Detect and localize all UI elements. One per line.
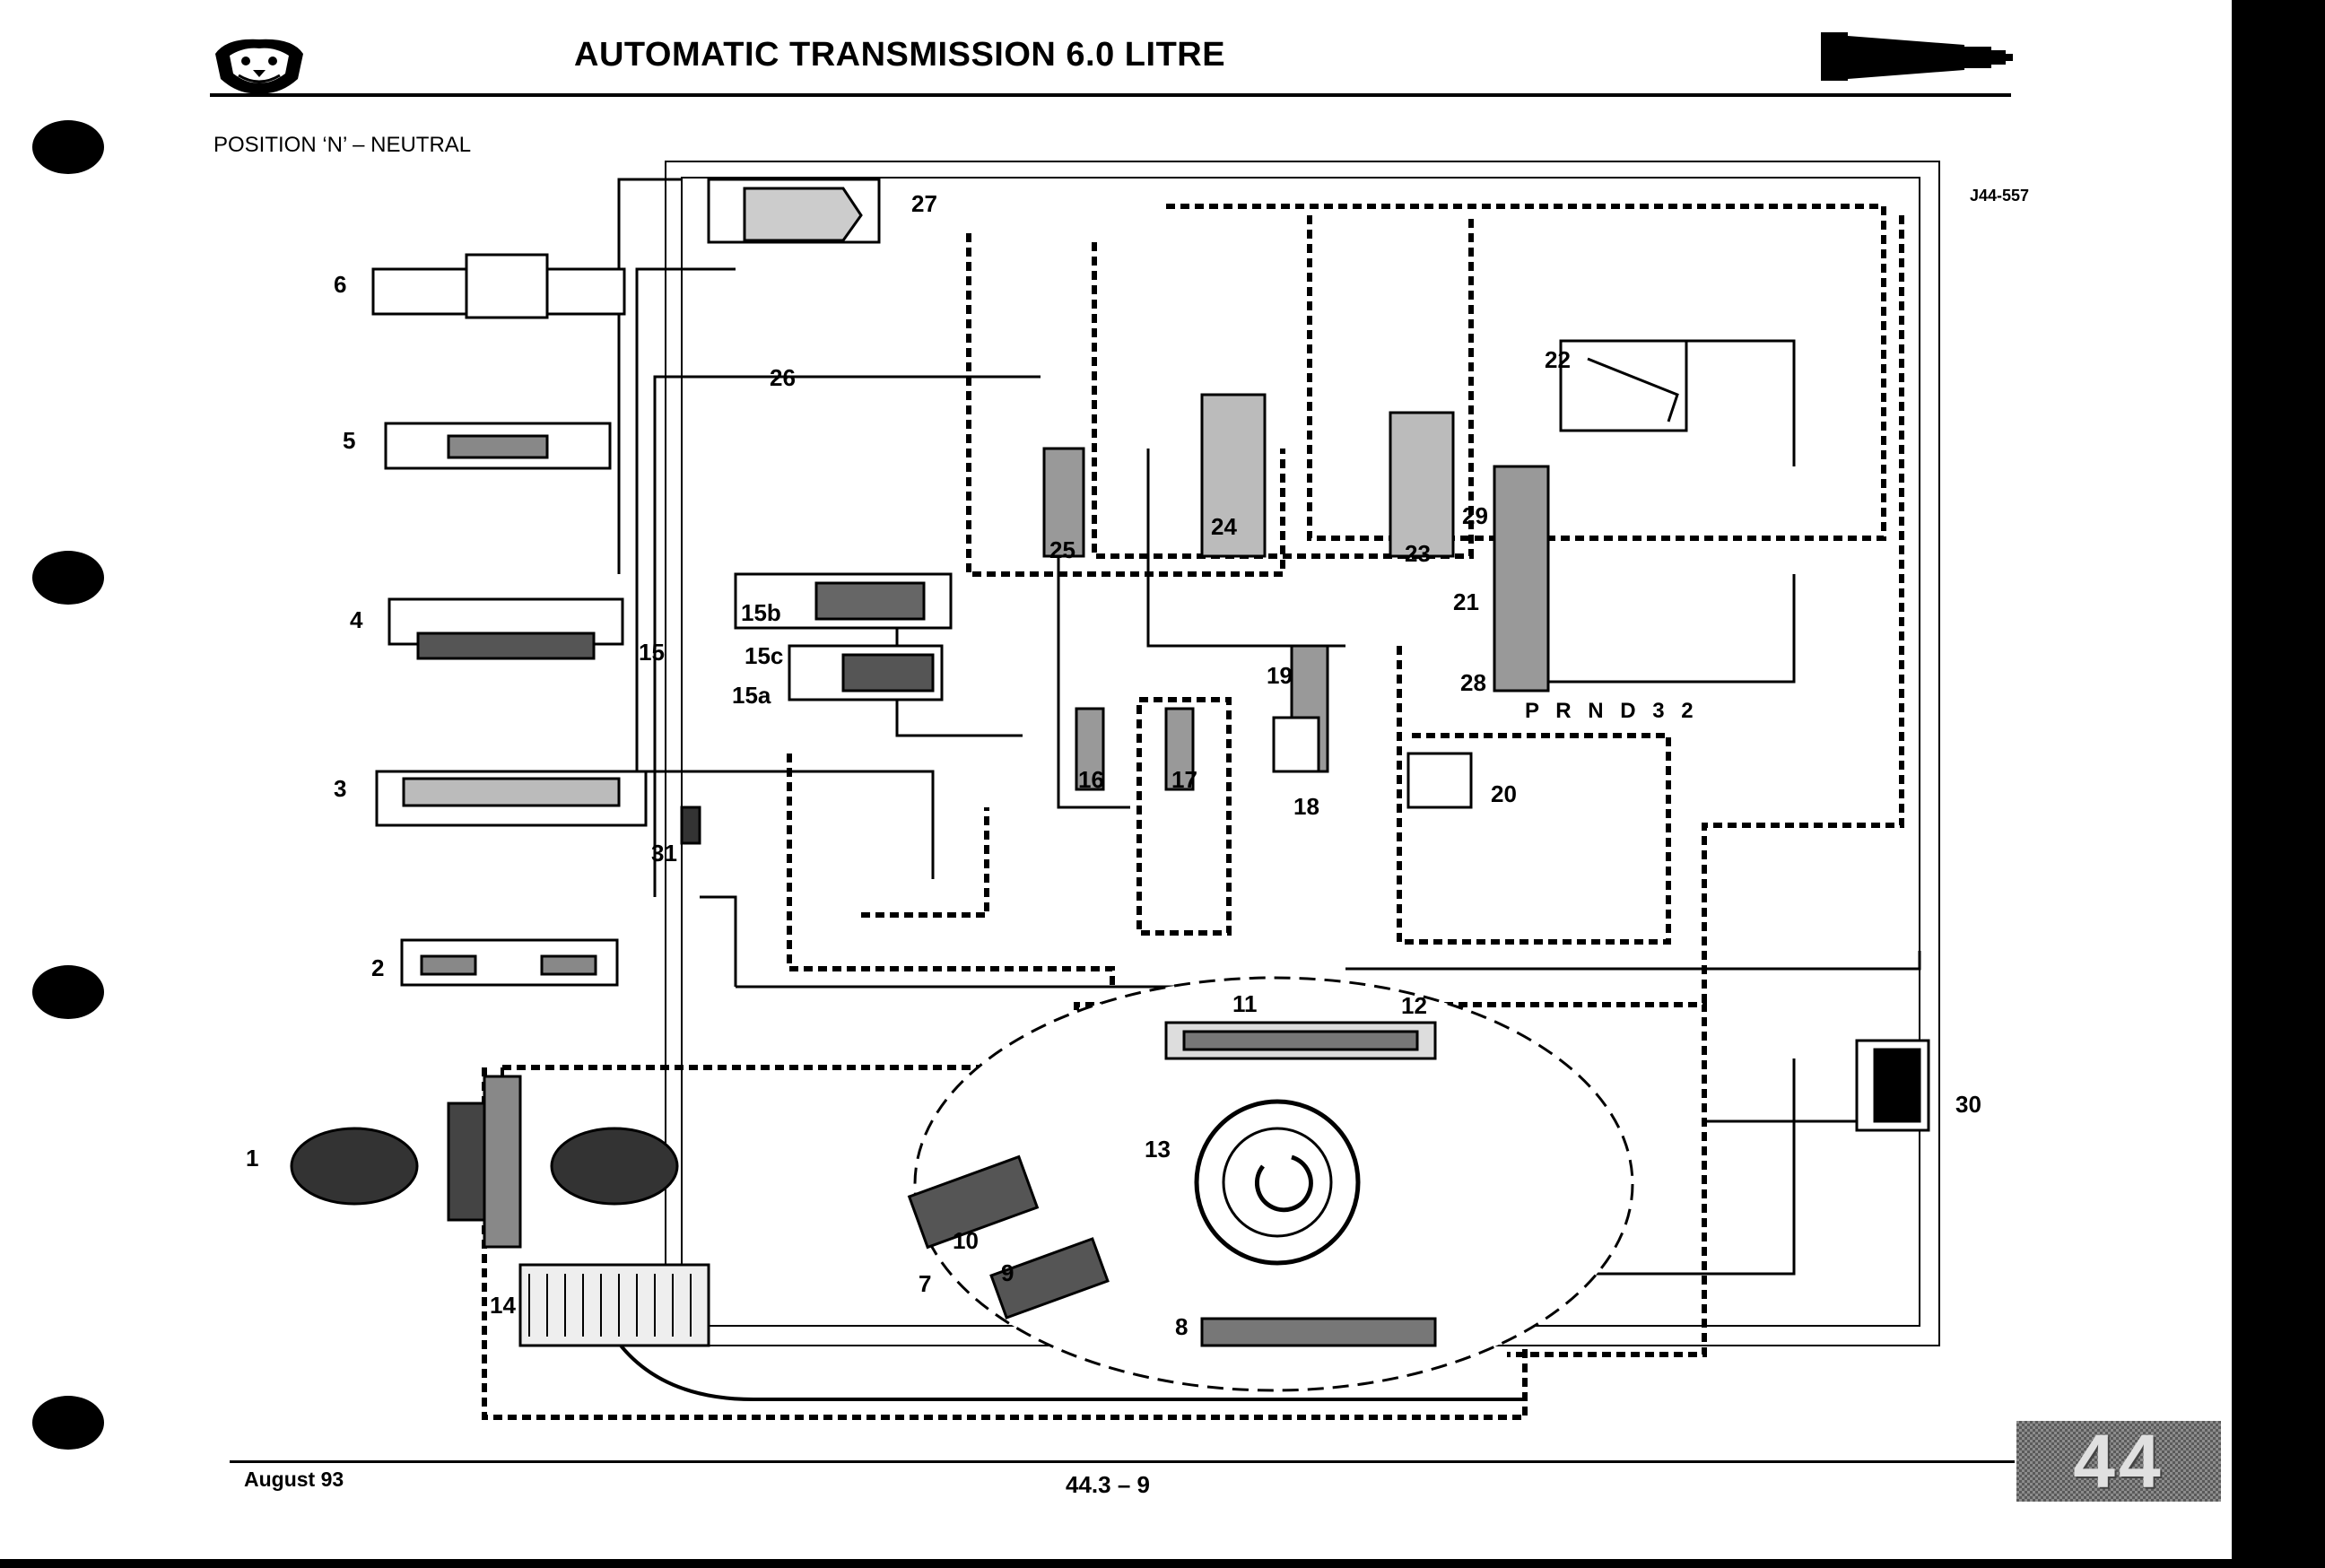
callout-10: 10 (953, 1227, 979, 1254)
binder-hole (32, 551, 104, 605)
callout-3: 3 (334, 775, 346, 802)
callout-15: 15 (639, 639, 665, 666)
callout-18: 18 (1293, 793, 1319, 820)
callout-11: 11 (1232, 990, 1258, 1017)
callout-22: 22 (1545, 346, 1571, 373)
drawing-reference: J44-557 (1970, 187, 2029, 205)
callout-4: 4 (350, 606, 363, 633)
callout-31: 31 (651, 840, 677, 867)
callout-16: 16 (1078, 766, 1104, 793)
callout-23: 23 (1405, 540, 1431, 567)
callout-15a: 15a (732, 682, 771, 709)
callout-27: 27 (911, 190, 937, 217)
gear-position-label: P R N D 3 2 (1525, 699, 1699, 723)
callout-21: 21 (1453, 588, 1479, 615)
footer-date: August 93 (244, 1468, 344, 1491)
callout-14: 14 (490, 1292, 516, 1319)
callout-20: 20 (1491, 780, 1517, 807)
callout-13: 13 (1145, 1136, 1171, 1163)
callout-25: 25 (1049, 536, 1075, 563)
callout-30: 30 (1955, 1091, 1981, 1118)
callout-17: 17 (1171, 766, 1197, 793)
page-title: AUTOMATIC TRANSMISSION 6.0 LITRE (574, 36, 1226, 74)
callout-9: 9 (1001, 1259, 1014, 1286)
callout-19: 19 (1267, 662, 1293, 689)
header-rule (210, 93, 2011, 97)
callout-24: 24 (1211, 513, 1237, 540)
callout-1: 1 (246, 1145, 258, 1172)
binder-hole (32, 965, 104, 1019)
callout-7: 7 (919, 1270, 931, 1297)
callout-28: 28 (1460, 669, 1486, 696)
callout-5: 5 (343, 427, 355, 454)
scan-edge-bottom (0, 1559, 2325, 1568)
callout-6: 6 (334, 271, 346, 298)
callout-15c: 15c (745, 642, 783, 669)
binder-hole (32, 1396, 104, 1450)
callout-8: 8 (1175, 1313, 1188, 1340)
binder-hole (32, 120, 104, 174)
page-number: 44.3 – 9 (1066, 1471, 1150, 1498)
callout-26: 26 (770, 364, 796, 391)
callout-2: 2 (371, 954, 384, 981)
callout-15b: 15b (741, 599, 781, 626)
jaguar-head-logo-icon (215, 39, 303, 94)
section-tab-number: 44 (2073, 1418, 2164, 1503)
callout-29: 29 (1462, 502, 1488, 529)
scan-edge-right (2232, 0, 2325, 1568)
callout-12: 12 (1401, 992, 1427, 1019)
transmission-icon (1821, 32, 2013, 81)
section-tab: 44 (2016, 1418, 2221, 1503)
diagram-subtitle: POSITION ‘N’ – NEUTRAL (213, 133, 472, 157)
footer-rule (230, 1460, 2015, 1463)
